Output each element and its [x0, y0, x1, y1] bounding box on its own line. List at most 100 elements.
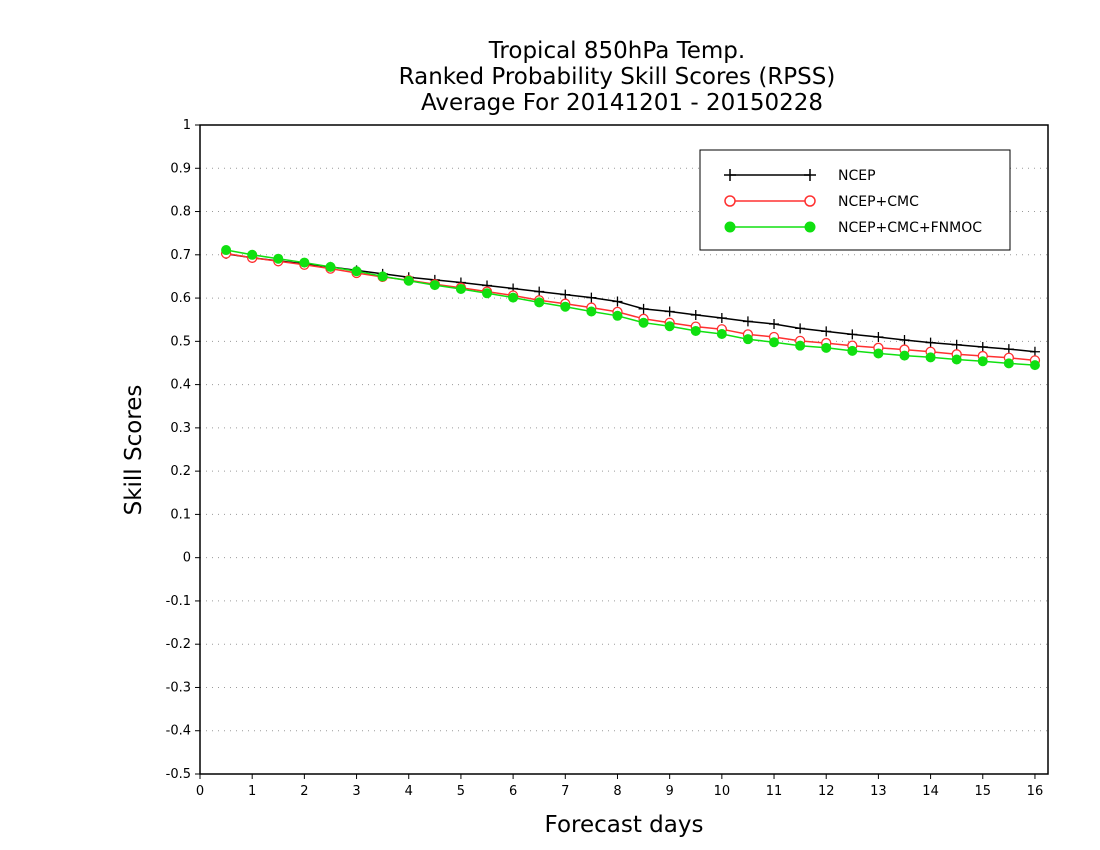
data-point [795, 323, 806, 334]
x-tick-label: 13 [870, 784, 887, 799]
data-point [951, 354, 962, 365]
data-point [299, 257, 310, 268]
x-tick-label: 2 [300, 784, 308, 799]
data-point [716, 328, 727, 339]
y-tick-label: -0.1 [166, 594, 191, 609]
series-3 [221, 245, 1040, 371]
series-1 [221, 248, 1040, 357]
data-point [377, 271, 388, 282]
data-point [847, 345, 858, 356]
y-tick-label: 0.7 [170, 248, 191, 263]
data-point [977, 356, 988, 367]
data-point [873, 332, 884, 343]
data-point [612, 310, 623, 321]
series-layer [220, 245, 1041, 371]
x-tick-label: 0 [196, 784, 204, 799]
data-point [1003, 344, 1014, 355]
legend-marker-ncep-cmc-left [724, 195, 736, 207]
legend-marker-ncep-cmc-right [804, 195, 816, 207]
y-axis-title: Skill Scores [121, 385, 147, 516]
data-point [795, 340, 806, 351]
y-tick-label: 0.8 [170, 205, 191, 220]
data-point [690, 325, 701, 336]
data-point [534, 297, 545, 308]
data-point [560, 301, 571, 312]
data-point [899, 350, 910, 361]
data-point [455, 283, 466, 294]
x-tick-label: 5 [457, 784, 465, 799]
data-point [1003, 358, 1014, 369]
data-point [899, 335, 910, 346]
data-point [534, 286, 545, 297]
data-point [742, 334, 753, 345]
data-point [638, 317, 649, 328]
x-tick-label: 7 [561, 784, 569, 799]
data-point [325, 261, 336, 272]
data-point [690, 309, 701, 320]
x-axis-title: Forecast days [545, 812, 704, 838]
legend-label-ncep-cmc: NCEP+CMC [838, 194, 919, 210]
y-tick-label: 0.5 [170, 334, 191, 349]
data-point [403, 275, 414, 286]
y-tick-label: -0.5 [166, 767, 191, 782]
x-tick-label: 6 [509, 784, 517, 799]
data-point [951, 339, 962, 350]
legend-label-ncep: NCEP [838, 168, 876, 184]
data-point [221, 245, 232, 256]
y-tick-label: 0.2 [170, 464, 191, 479]
x-tick-label: 12 [818, 784, 835, 799]
y-tick-label: 0.3 [170, 421, 191, 436]
chart-title: Tropical 850hPa Temp. Ranked Probability… [399, 38, 836, 116]
y-tick-label: 0.1 [170, 507, 191, 522]
data-point [769, 337, 780, 348]
chart-title-line-1: Tropical 850hPa Temp. [488, 38, 745, 64]
y-tick-label: 0.4 [170, 378, 191, 393]
data-point [273, 253, 284, 264]
legend-item-ncep-cmc-fnmoc: NCEP+CMC+FNMOC [724, 220, 982, 236]
data-point [586, 292, 597, 303]
x-tick-label: 11 [766, 784, 783, 799]
data-point [742, 316, 753, 327]
y-tick-label: 0.9 [170, 161, 191, 176]
y-tick-label: -0.2 [166, 637, 191, 652]
legend-marker-ncep [724, 169, 816, 181]
legend-box [699, 149, 1011, 251]
x-tick-label: 1 [248, 784, 256, 799]
data-point [873, 348, 884, 359]
data-point [351, 266, 362, 277]
legend: NCEP NCEP+CMC NCEP+CMC+FNMOC [699, 149, 1011, 251]
series-line [225, 253, 1036, 353]
data-point [821, 342, 832, 353]
data-point [612, 296, 623, 307]
data-point [247, 249, 258, 260]
legend-label-ncep-cmc-fnmoc: NCEP+CMC+FNMOC [838, 220, 982, 236]
x-tick-label: 8 [613, 784, 621, 799]
y-tick-label: 0 [183, 551, 191, 566]
plot-frame [199, 124, 1049, 775]
y-tick-label: 1 [183, 118, 191, 133]
series-2 [220, 248, 1041, 366]
legend-marker-ncep-cmc-fnmoc-right [804, 221, 816, 233]
data-point [429, 280, 440, 291]
data-point [586, 306, 597, 317]
data-point [716, 312, 727, 323]
chart-title-line-2: Ranked Probability Skill Scores (RPSS) [399, 64, 836, 90]
x-tick-label: 3 [352, 784, 360, 799]
legend-marker-ncep-cmc-fnmoc-left [724, 221, 736, 233]
y-tick-label: -0.3 [166, 680, 191, 695]
data-point [925, 352, 936, 363]
data-point [638, 303, 649, 314]
axis-ticks: -0.5 -0.4 -0.3 -0.2 -0.1 0 0.1 0.2 0.3 0.4 0.5 0.6 0… [166, 118, 1044, 799]
data-point [1029, 360, 1040, 371]
legend-item-ncep: NCEP [724, 168, 876, 184]
data-point [821, 326, 832, 337]
data-point [847, 329, 858, 340]
y-tick-label: 0.6 [170, 291, 191, 306]
y-tick-label: -0.4 [166, 724, 191, 739]
x-tick-label: 4 [405, 784, 413, 799]
data-point [977, 341, 988, 352]
data-point [560, 289, 571, 300]
legend-item-ncep-cmc: NCEP+CMC [724, 194, 919, 210]
x-tick-label: 9 [666, 784, 674, 799]
